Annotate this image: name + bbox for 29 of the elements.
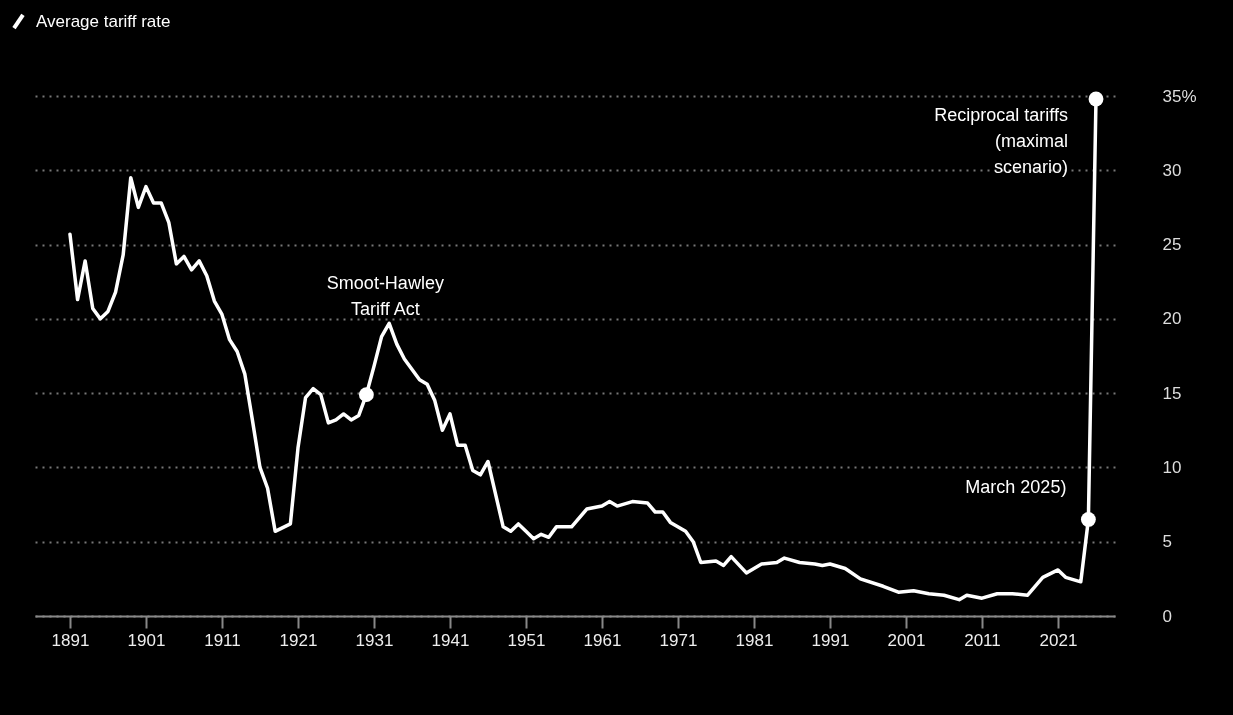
x-tick-label: 1991 [811, 630, 850, 650]
y-tick-label: 25 [1162, 235, 1182, 255]
x-tick-label: 1901 [127, 630, 166, 650]
x-tick-label: 2011 [964, 630, 1001, 650]
x-tick-label: 1911 [204, 630, 241, 650]
y-tick-label: 20 [1162, 309, 1182, 329]
y-tick-label: 5 [1162, 532, 1172, 552]
x-tick-label: 2021 [1039, 630, 1078, 650]
x-tick-label: 1931 [355, 630, 394, 650]
point [1080, 512, 1096, 527]
x-tick-label: 1951 [507, 630, 546, 650]
annotation: Reciprocal tariffs (maximal scenario) [934, 104, 1068, 177]
x-tick-label: 1921 [279, 630, 318, 650]
legend-label: Average tariff rate [36, 11, 171, 31]
x-tick-label: 1981 [735, 630, 774, 650]
point [1088, 91, 1104, 107]
y-tick-label: 10 [1162, 457, 1182, 477]
y-tick-label: 30 [1162, 160, 1182, 180]
y-tick-label: 0 [1162, 606, 1172, 626]
x-tick-label: 1961 [583, 630, 622, 650]
y-tick-label: 35% [1162, 86, 1197, 106]
x-tick-label: 1891 [51, 630, 90, 650]
y-tick-label: 15 [1162, 383, 1182, 403]
x-tick-label: 2001 [887, 630, 926, 650]
x-tick-label: 1971 [659, 630, 698, 650]
point [358, 387, 374, 403]
x-tick-label: 1941 [431, 630, 470, 650]
annotation: Smoot-Hawley Tariff Act [326, 273, 444, 320]
annotation: March 2025) [965, 477, 1067, 498]
